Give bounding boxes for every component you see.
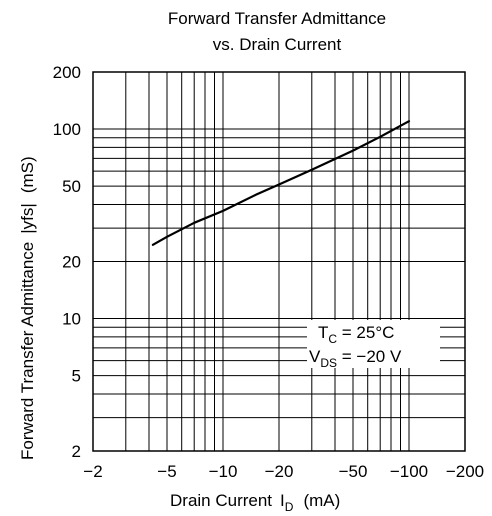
x-axis-label-symbol: I bbox=[280, 491, 285, 510]
x-axis-label-unit: (mA) bbox=[303, 491, 340, 510]
y-tick-label: 200 bbox=[53, 63, 81, 82]
y-tick-label: 100 bbox=[53, 120, 81, 139]
annotation-t-value: = 25°C bbox=[337, 323, 394, 342]
x-tick-label: −100 bbox=[390, 462, 428, 481]
chart-title-line-2: vs. Drain Current bbox=[213, 35, 342, 54]
y-tick-label: 20 bbox=[62, 253, 81, 272]
annotation-temperature: TC = 25°C bbox=[318, 323, 394, 346]
annotation-box bbox=[307, 320, 440, 368]
x-tick-label: −2 bbox=[83, 462, 102, 481]
y-axis-label-unit: (mS) bbox=[18, 156, 37, 193]
plot-frame bbox=[92, 71, 466, 452]
y-axis-label: Forward Transfer Admittance |yfs| (mS) bbox=[18, 156, 37, 460]
series-layer bbox=[151, 120, 411, 246]
y-tick-labels: 2 5 10 20 50 100 200 bbox=[53, 63, 81, 461]
annotation-voltage: VDS = −20 V bbox=[309, 347, 402, 370]
x-tick-label: −20 bbox=[265, 462, 294, 481]
y-tick-label: 50 bbox=[62, 177, 81, 196]
grid bbox=[93, 72, 465, 451]
annotation-v-symbol: V bbox=[309, 347, 321, 366]
x-axis-label-text: Drain Current bbox=[170, 491, 272, 510]
x-axis-label: Drain Current ID (mA) bbox=[170, 491, 340, 514]
annotation-t-symbol: T bbox=[318, 323, 328, 342]
x-tick-label: −200 bbox=[446, 462, 484, 481]
y-axis-label-text: Forward Transfer Admittance bbox=[18, 242, 37, 460]
y-axis-label-symbol: |yfs| bbox=[18, 203, 37, 234]
chart-title-line-1: Forward Transfer Admittance bbox=[168, 9, 386, 28]
annotation-v-value: = −20 V bbox=[337, 347, 402, 366]
series-line bbox=[151, 120, 411, 246]
x-tick-label: −10 bbox=[209, 462, 238, 481]
x-tick-label: −5 bbox=[157, 462, 176, 481]
x-tick-label: −50 bbox=[339, 462, 368, 481]
x-tick-labels: −2 −5 −10 −20 −50 −100 −200 bbox=[83, 462, 484, 481]
y-tick-label: 5 bbox=[72, 367, 81, 386]
y-tick-label: 10 bbox=[62, 310, 81, 329]
x-axis-label-subscript: D bbox=[285, 500, 294, 514]
y-tick-label: 2 bbox=[72, 442, 81, 461]
annotation-t-subscript: C bbox=[328, 332, 337, 346]
annotation-v-subscript: DS bbox=[320, 356, 337, 370]
